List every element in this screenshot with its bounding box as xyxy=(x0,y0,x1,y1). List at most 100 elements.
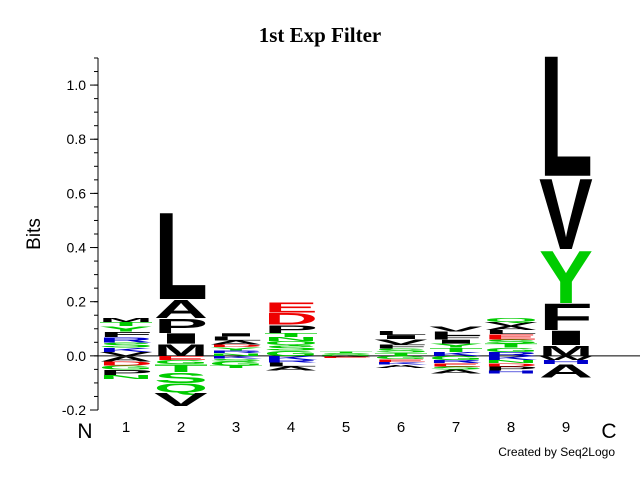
position-label-6: 6 xyxy=(397,419,405,436)
logo-letter-K: K xyxy=(484,355,538,361)
logo-letter-V: V xyxy=(374,338,428,346)
logo-letter-A: A xyxy=(154,294,208,324)
logo-letter-M: M xyxy=(154,341,208,360)
logo-letter-R: R xyxy=(99,336,153,344)
position-label-1: 1 xyxy=(122,419,130,436)
y-tick-label: 1.0 xyxy=(67,77,87,93)
logo-letter-A: A xyxy=(539,361,593,382)
logo-letter-D: D xyxy=(484,362,538,367)
logo-letter-T: T xyxy=(319,352,373,354)
logo-letter-P: P xyxy=(484,365,538,371)
position-label-5: 5 xyxy=(342,419,350,436)
logo-letter-A: A xyxy=(374,364,428,369)
logo-letter-R: R xyxy=(484,351,538,357)
logo-letter-S: S xyxy=(209,358,263,362)
logo-letter-N: N xyxy=(484,359,538,364)
y-axis-label: Bits xyxy=(24,218,45,250)
y-tick-label: 0.6 xyxy=(67,185,87,201)
logo-letter-M: M xyxy=(99,317,153,323)
logo-letter-F: F xyxy=(539,297,593,339)
logo-letter-L: L xyxy=(484,329,538,335)
logo-letter-K: K xyxy=(429,351,483,357)
logo-letter-I: I xyxy=(539,326,593,349)
logo-letter-K: K xyxy=(209,355,263,359)
logo-letter-A: A xyxy=(209,339,263,345)
logo-letter-T: T xyxy=(429,347,483,353)
logo-letter-S: S xyxy=(319,353,373,355)
x-axis: 1 2 3 4 5 6 7 8 9 xyxy=(122,419,570,436)
logo-letter-G: G xyxy=(374,355,428,360)
logo-letter-V: V xyxy=(484,321,538,327)
logo-letter-F: F xyxy=(429,335,483,341)
y-tick-label: 0.2 xyxy=(67,294,87,310)
logo-letter-T: T xyxy=(99,321,153,327)
logo-letter-S: S xyxy=(429,366,483,371)
logo-letter-P: P xyxy=(99,368,153,376)
logo-letter-G: G xyxy=(209,360,263,366)
logo-letter-G: G xyxy=(319,354,373,356)
position-label-3: 3 xyxy=(232,419,240,436)
logo-letter-S: S xyxy=(264,344,318,352)
y-tick-label: 0.4 xyxy=(67,240,87,256)
logo-letter-L: L xyxy=(209,335,263,341)
logo-letter-E: E xyxy=(154,355,208,361)
logo-letter-T: T xyxy=(264,332,318,338)
logo-letter-S: S xyxy=(154,369,208,386)
logo-letter-L: L xyxy=(264,362,318,368)
logo-letter-E: E xyxy=(319,357,373,359)
logo-letter-L: L xyxy=(429,330,483,336)
logo-letter-A: A xyxy=(99,355,153,363)
logo-letter-E: E xyxy=(429,362,483,367)
logo-letter-Y: Y xyxy=(209,346,263,351)
logo-letter-Y: Y xyxy=(429,343,483,349)
position-label-9: 9 xyxy=(562,419,570,436)
logo-letter-V: V xyxy=(539,158,593,271)
logo-letter-G: G xyxy=(99,364,153,370)
logo-letter-L: L xyxy=(539,21,593,214)
logo-letter-I: I xyxy=(154,330,208,347)
logo-letter-A: A xyxy=(319,356,373,358)
logo-letter-G: G xyxy=(429,355,483,361)
logo-letter-T: T xyxy=(154,362,208,375)
logo-letter-A: A xyxy=(429,369,483,375)
logo-letter-K: K xyxy=(264,355,318,361)
y-tick-label: -0.2 xyxy=(62,402,86,418)
logo-letter-P: P xyxy=(154,314,208,337)
logo-letter-W: W xyxy=(539,355,594,361)
logo-letter-G: G xyxy=(264,349,318,357)
y-tick-label: 0.0 xyxy=(67,348,87,364)
chart-title: 1st Exp Filter xyxy=(259,23,381,47)
logo-letter-R: R xyxy=(429,359,483,364)
logo-stacks: VKSRFYTMADGPNMIPALEGTSQVNRYDALIKSGTGSQNT… xyxy=(99,21,594,410)
logo-letter-H: H xyxy=(484,370,538,375)
logo-letter-I: I xyxy=(429,339,483,345)
logo-letter-Y: Y xyxy=(539,235,593,320)
n-terminal-label: N xyxy=(77,420,92,443)
logo-letter-E: E xyxy=(484,333,538,341)
logo-letter-G: G xyxy=(484,347,538,353)
logo-letter-D: D xyxy=(209,344,263,348)
logo-letter-D: D xyxy=(99,360,153,366)
logo-letter-E: E xyxy=(264,299,318,316)
logo-letter-R: R xyxy=(209,350,263,354)
logo-letter-V: V xyxy=(99,351,153,357)
logo-letter-Q: Q xyxy=(154,381,208,396)
logo-letter-S: S xyxy=(99,341,153,349)
logo-letter-Y: Y xyxy=(99,325,153,333)
logo-letter-D: D xyxy=(264,310,318,329)
logo-letter-A: A xyxy=(264,366,318,372)
logo-letter-F: F xyxy=(99,330,153,338)
logo-letter-I: I xyxy=(209,332,263,337)
logo-letter-K: K xyxy=(99,347,153,353)
position-label-8: 8 xyxy=(507,419,515,436)
logo-letter-I: I xyxy=(374,334,428,340)
position-label-4: 4 xyxy=(287,419,295,436)
logo-letter-F: F xyxy=(374,343,428,349)
